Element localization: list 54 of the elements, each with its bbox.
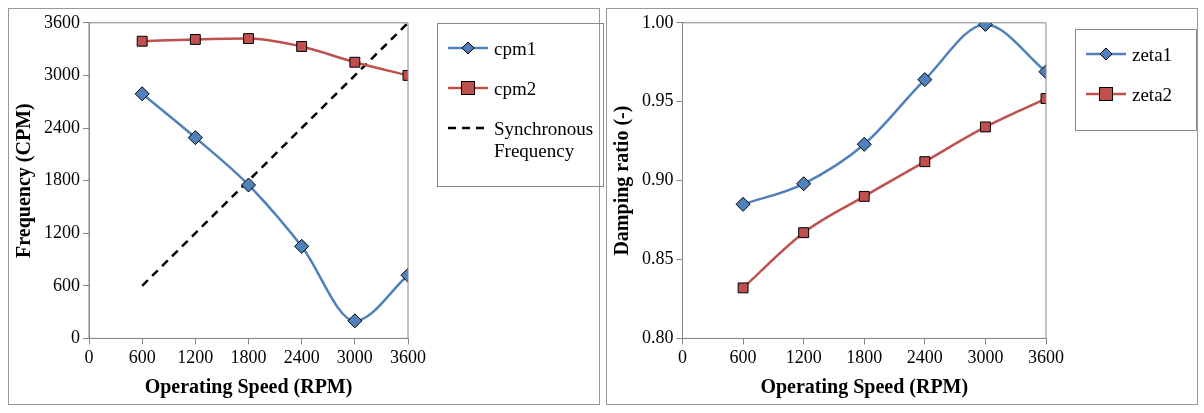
point xyxy=(241,177,256,193)
point xyxy=(798,227,810,239)
y-tick-label: 600 xyxy=(53,274,80,295)
point xyxy=(856,136,872,152)
point xyxy=(917,72,933,88)
x-axis-title: Operating Speed (RPM) xyxy=(144,375,353,399)
point xyxy=(979,121,991,133)
point xyxy=(735,196,751,212)
y-tick-label: 3000 xyxy=(44,64,80,85)
y-tick-label: 1200 xyxy=(44,221,80,242)
legend-label: cpm2 xyxy=(494,78,537,100)
x-tick-label: 3000 xyxy=(967,346,1004,367)
x-tick-label: 1800 xyxy=(230,346,267,367)
x-tick-label: 3600 xyxy=(1028,346,1064,367)
point xyxy=(347,313,363,329)
y-tick-label: 3600 xyxy=(44,11,80,32)
point xyxy=(136,35,148,47)
x-tick-label: 1200 xyxy=(177,346,214,367)
x-tick-label: 0 xyxy=(678,346,687,367)
x-axis-title: Operating Speed (RPM) xyxy=(760,375,969,399)
x-tick-label: 2400 xyxy=(283,346,320,367)
x-tick-label: 2400 xyxy=(906,346,943,367)
y-tick-label: 0 xyxy=(71,327,80,348)
y-tick-label: 0.90 xyxy=(642,169,674,190)
point xyxy=(858,190,870,202)
y-axis-title: Frequency (CPM) xyxy=(12,103,36,258)
point xyxy=(294,238,310,254)
point xyxy=(796,176,812,192)
legend-label: Synchronous Frequency xyxy=(494,118,594,162)
legend-label: zeta2 xyxy=(1132,84,1173,106)
x-tick-label: 600 xyxy=(729,346,757,367)
x-tick-label: 1800 xyxy=(846,346,883,367)
point xyxy=(737,282,749,294)
y-tick-label: 1800 xyxy=(44,169,80,190)
point xyxy=(134,86,150,102)
x-tick-label: 3600 xyxy=(390,346,426,367)
point xyxy=(243,33,254,45)
legend-label: zeta1 xyxy=(1132,44,1173,66)
y-tick-label: 0.85 xyxy=(642,248,674,269)
y-axis-title: Damping ratio (-) xyxy=(610,105,634,256)
y-tick-label: 1.00 xyxy=(642,11,674,32)
y-tick-label: 0.80 xyxy=(642,327,674,348)
point xyxy=(296,41,308,52)
point xyxy=(187,130,203,146)
x-tick-label: 1200 xyxy=(785,346,822,367)
y-tick-label: 2400 xyxy=(44,116,80,137)
x-tick-label: 600 xyxy=(128,346,156,367)
x-tick-label: 3000 xyxy=(336,346,373,367)
point xyxy=(349,56,361,68)
point xyxy=(919,156,931,168)
legend-label: cpm1 xyxy=(494,38,537,60)
x-tick-label: 0 xyxy=(84,346,94,367)
y-tick-label: 0.95 xyxy=(642,90,674,111)
point xyxy=(189,34,201,45)
